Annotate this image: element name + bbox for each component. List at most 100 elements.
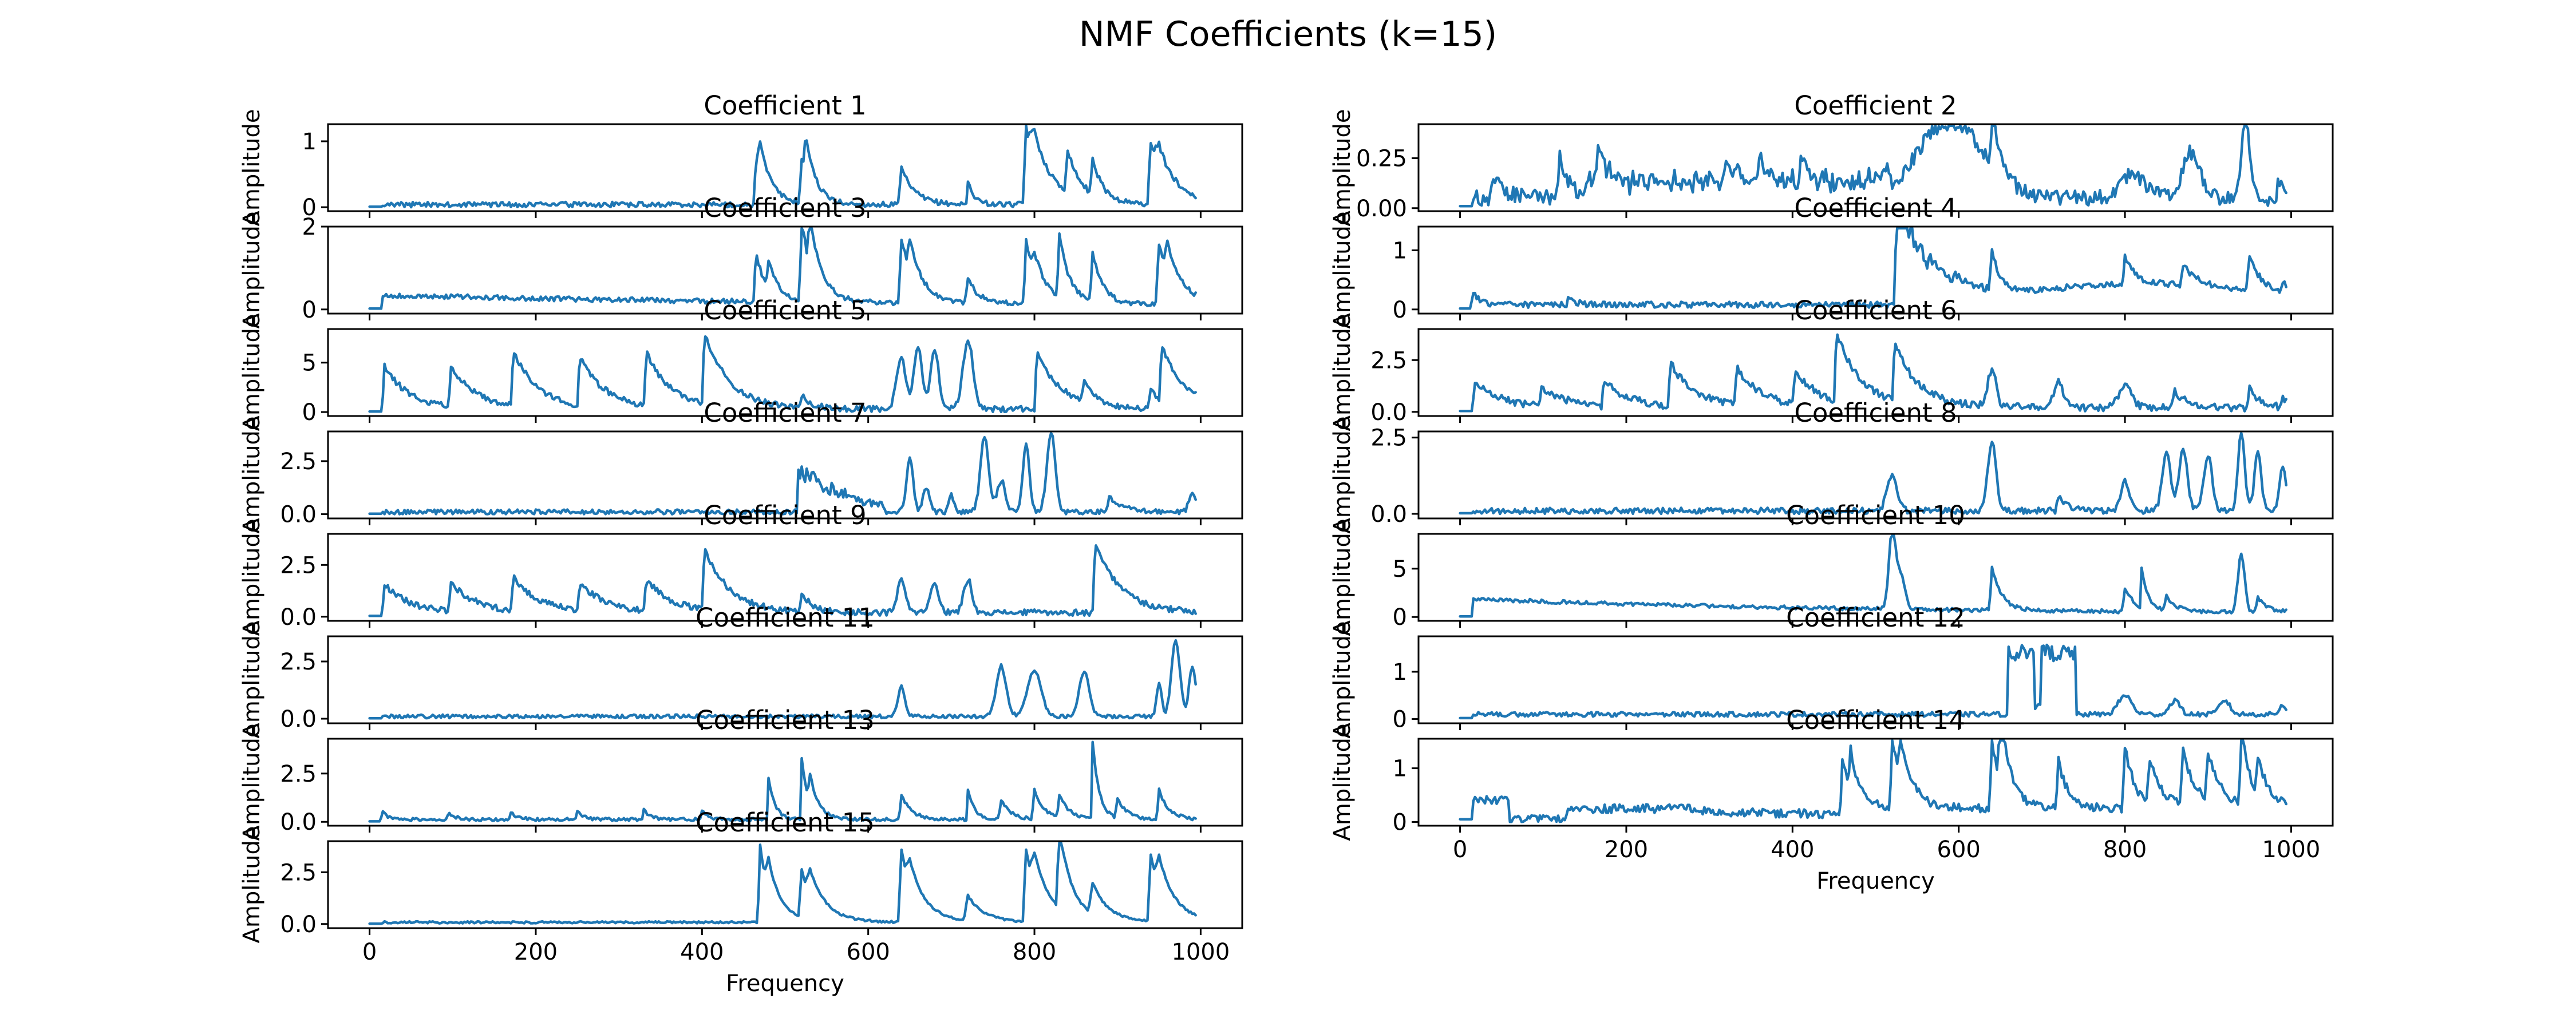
x-axis-label: Frequency: [1816, 868, 1935, 894]
subplot-title: Coefficient 3: [704, 193, 866, 223]
axes-frame: [1417, 225, 2334, 315]
subplot-title: Coefficient 13: [696, 705, 875, 735]
subplot-9: Coefficient 9 0.0 2.5 Amplitude: [239, 500, 1243, 636]
axes-frame: [327, 840, 1243, 929]
y-axis-label: Amplitude: [1329, 621, 1356, 739]
x-tick-label: 800: [1013, 939, 1056, 965]
subplot-14: Coefficient 14 0 1 Amplitude 0 200 400 600 800 10…: [1329, 705, 2334, 894]
subplot-15: Coefficient 15 0.0 2.5 Amplitude 0 200 400 600 8…: [239, 807, 1243, 997]
y-tick-label: 2.5: [280, 761, 317, 787]
x-tick-label: 0: [362, 939, 377, 965]
y-tick-label: 5: [1393, 556, 1407, 583]
subplot-title: Coefficient 12: [1786, 603, 1965, 633]
x-tick-label: 200: [514, 939, 558, 965]
y-tick-label: 1: [1393, 659, 1407, 686]
subplot-title: Coefficient 5: [704, 295, 866, 326]
y-tick-label: 0.0: [280, 912, 317, 938]
subplot-title: Coefficient 14: [1786, 705, 1965, 735]
series-line-4: [1459, 227, 2287, 310]
x-tick-label: 800: [2103, 837, 2147, 863]
y-tick-label: 0.0: [1370, 399, 1407, 426]
series-line-8: [1459, 431, 2287, 516]
series-line-13: [368, 740, 1197, 823]
series-line-9: [368, 544, 1197, 617]
y-axis-label: Amplitude: [239, 212, 265, 329]
axes-frame: [327, 635, 1243, 724]
subplot-12: Coefficient 12 0 1 Amplitude: [1329, 603, 2334, 739]
y-tick-label: 1: [1393, 756, 1407, 782]
axes-frame: [1417, 430, 2334, 520]
y-axis-label: Amplitude: [1329, 212, 1356, 329]
y-tick-label: 2.5: [1370, 347, 1407, 374]
series-line-7: [368, 431, 1197, 516]
series-line-5: [368, 335, 1197, 414]
x-tick-label: 1000: [1172, 939, 1230, 965]
subplot-7: Coefficient 7 0.0 2.5 Amplitude: [239, 398, 1243, 534]
subplot-11: Coefficient 11 0.0 2.5 Amplitude: [239, 603, 1243, 739]
y-tick-label: 1: [1393, 237, 1407, 264]
subplot-1: Coefficient 1 0 1 Amplitude: [239, 90, 1243, 226]
x-tick-label: 600: [847, 939, 890, 965]
y-axis-label: Amplitude: [1329, 724, 1356, 841]
subplot-title: Coefficient 2: [1794, 90, 1957, 121]
subplot-title: Coefficient 1: [704, 90, 866, 121]
y-axis-label: Amplitude: [239, 519, 265, 636]
axes-frame: [1417, 123, 2334, 212]
y-tick-label: 0.00: [1356, 196, 1407, 222]
axes-frame: [327, 430, 1243, 520]
y-tick-label: 2.5: [280, 552, 317, 579]
y-axis-label: Amplitude: [239, 724, 265, 841]
x-tick-label: 400: [1771, 837, 1814, 863]
axes-frame: [1417, 328, 2334, 417]
subplot-title: Coefficient 15: [696, 807, 875, 838]
y-tick-label: 0: [1393, 809, 1407, 835]
series-line-15: [368, 841, 1197, 925]
x-tick-label: 200: [1605, 837, 1648, 863]
subplot-title: Coefficient 7: [704, 398, 866, 428]
axes-frame: [1417, 635, 2334, 724]
axes-frame: [327, 738, 1243, 827]
subplot-title: Coefficient 8: [1794, 398, 1957, 428]
y-axis-label: Amplitude: [239, 826, 265, 944]
subplot-4: Coefficient 4 0 1 Amplitude: [1329, 193, 2334, 329]
series-line-6: [1459, 333, 2287, 413]
axes-frame: [327, 328, 1243, 417]
axes-frame: [327, 225, 1243, 315]
y-tick-label: 2.5: [280, 859, 317, 886]
y-tick-label: 0: [1393, 604, 1407, 631]
y-tick-label: 0: [1393, 297, 1407, 323]
x-tick-label: 1000: [2262, 837, 2321, 863]
y-tick-label: 0.0: [280, 809, 317, 835]
axes-frame: [1417, 533, 2334, 622]
y-axis-label: Amplitude: [239, 314, 265, 431]
axes-frame: [1417, 738, 2334, 827]
y-tick-label: 0.0: [280, 604, 317, 631]
y-axis-label: Amplitude: [239, 417, 265, 534]
axes-frame: [327, 533, 1243, 622]
axes-frame: [327, 123, 1243, 212]
y-tick-label: 2: [302, 214, 317, 240]
series-line-14: [1459, 739, 2287, 823]
y-tick-label: 2.5: [1370, 425, 1407, 451]
y-tick-label: 1: [302, 129, 317, 155]
y-axis-label: Amplitude: [239, 621, 265, 739]
y-tick-label: 2.5: [280, 649, 317, 675]
series-line-2: [1459, 124, 2287, 208]
y-axis-label: Amplitude: [1329, 109, 1356, 227]
series-line-1: [368, 124, 1197, 209]
y-tick-label: 0.0: [1370, 501, 1407, 528]
x-tick-label: 0: [1453, 837, 1467, 863]
subplot-5: Coefficient 5 0 5 Amplitude: [239, 295, 1243, 431]
y-tick-label: 0: [302, 399, 317, 426]
y-tick-label: 0.0: [280, 502, 317, 528]
y-tick-label: 0.25: [1356, 145, 1407, 172]
x-axis-label: Frequency: [726, 970, 844, 997]
subplot-10: Coefficient 10 0 5 Amplitude: [1329, 500, 2334, 636]
subplot-title: Coefficient 4: [1794, 193, 1957, 223]
subplot-title: Coefficient 10: [1786, 500, 1965, 530]
subplot-title: Coefficient 11: [696, 603, 875, 633]
